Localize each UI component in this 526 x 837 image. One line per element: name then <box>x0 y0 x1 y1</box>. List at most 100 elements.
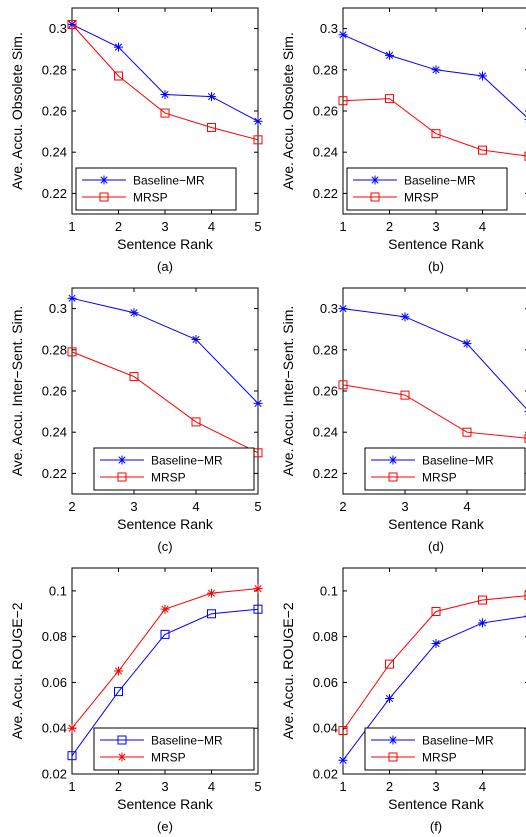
data-point <box>462 339 472 349</box>
legend-label: MRSP <box>151 751 186 765</box>
chart-panel-1: 1 2 3 4 5 0.22 0.24 0.26 0.28 0.3 Sentence Rank Ave… <box>9 7 263 274</box>
y-tick-label: 0.02 <box>42 767 67 782</box>
y-tick-label: 0.26 <box>313 104 338 119</box>
legend-label: Baseline−MR <box>151 734 223 748</box>
legend-entry: Baseline−MR <box>100 734 223 748</box>
series-2 <box>67 347 263 458</box>
series-2 <box>338 94 526 161</box>
data-point <box>67 723 77 733</box>
data-point <box>253 116 263 126</box>
legend-entry: Baseline−MR <box>371 454 494 468</box>
legend: Baseline−MR MRSP <box>75 167 237 211</box>
data-point <box>160 90 170 100</box>
data-point <box>253 604 263 614</box>
series-line <box>342 308 526 410</box>
y-tick-label: 0.1 <box>49 583 67 598</box>
data-point <box>253 398 263 408</box>
panel-caption: (a) <box>157 259 173 274</box>
data-point <box>129 372 139 382</box>
data-point <box>338 30 348 40</box>
data-point <box>400 312 410 322</box>
data-point <box>67 293 77 303</box>
y-tick-label: 0.3 <box>49 21 67 36</box>
x-tick-label: 2 <box>386 219 393 234</box>
data-point <box>338 726 348 736</box>
legend-label: MRSP <box>404 191 439 205</box>
data-point <box>160 629 170 639</box>
data-point <box>524 590 526 600</box>
y-tick-label: 0.1 <box>320 583 338 598</box>
data-point <box>385 50 394 60</box>
y-axis-label: Ave. Accu. ROUGE−2 <box>280 602 296 739</box>
y-tick-label: 0.08 <box>313 629 338 644</box>
data-point <box>114 666 123 676</box>
panel-caption: (c) <box>157 539 172 554</box>
data-point <box>114 42 123 52</box>
legend-box <box>364 727 526 771</box>
y-tick-label: 0.3 <box>49 301 67 316</box>
series-2 <box>338 380 526 443</box>
legend-marker <box>388 455 398 465</box>
legend-box <box>93 727 255 771</box>
series-line <box>342 34 526 118</box>
data-point <box>478 618 487 628</box>
series-1 <box>67 293 263 408</box>
legend-entry: Baseline−MR <box>82 174 205 188</box>
y-tick-label: 0.22 <box>42 186 67 201</box>
x-axis-label: Sentence Rank <box>388 236 485 252</box>
x-tick-label: 2 <box>115 219 122 234</box>
x-tick-label: 5 <box>254 779 261 794</box>
y-tick-label: 0.28 <box>313 342 338 357</box>
legend-marker <box>99 192 109 202</box>
legend-label: Baseline−MR <box>133 174 205 188</box>
y-axis-label: Ave. Accu. Obsolete Sim. <box>9 32 25 190</box>
series-line <box>342 595 526 731</box>
legend: Baseline−MR MRSP <box>364 447 526 491</box>
data-point <box>67 347 77 357</box>
legend: Baseline−MR MRSP <box>364 727 526 771</box>
series-line <box>342 98 526 157</box>
legend-label: Baseline−MR <box>404 174 476 188</box>
y-tick-label: 0.02 <box>313 767 338 782</box>
panel-caption: (f) <box>430 819 442 834</box>
series-line <box>71 608 259 756</box>
legend-label: MRSP <box>422 751 457 765</box>
data-point <box>478 595 487 605</box>
data-point <box>67 19 77 29</box>
legend-marker <box>99 175 109 185</box>
x-tick-label: 2 <box>68 499 75 514</box>
x-axis-label: Sentence Rank <box>388 516 485 532</box>
legend: Baseline−MR MRSP <box>93 727 255 771</box>
data-point <box>338 304 348 314</box>
data-point <box>253 584 263 594</box>
legend: Baseline−MR MRSP <box>346 167 508 211</box>
legend-entry: Baseline−MR <box>371 734 494 748</box>
series-line <box>71 24 259 141</box>
x-tick-label: 3 <box>161 779 168 794</box>
legend-label: MRSP <box>151 471 186 485</box>
legend-entry: MRSP <box>82 191 168 205</box>
data-point <box>385 94 394 104</box>
series-line <box>71 24 259 122</box>
x-axis-label: Sentence Rank <box>388 796 485 812</box>
data-point <box>385 693 394 703</box>
legend-box <box>364 447 526 491</box>
data-point <box>431 65 441 75</box>
x-tick-label: 2 <box>115 779 122 794</box>
y-tick-label: 0.04 <box>313 721 338 736</box>
y-tick-label: 0.06 <box>42 675 67 690</box>
legend-marker <box>388 752 398 762</box>
data-point <box>431 606 441 616</box>
legend-label: MRSP <box>422 471 457 485</box>
legend-box <box>346 167 508 211</box>
y-tick-label: 0.26 <box>42 384 67 399</box>
series-2 <box>67 19 263 145</box>
data-point <box>160 604 170 614</box>
legend-entry: Baseline−MR <box>353 174 476 188</box>
x-tick-label: 4 <box>479 219 486 234</box>
y-tick-label: 0.24 <box>42 425 67 440</box>
x-tick-label: 1 <box>68 779 75 794</box>
y-tick-label: 0.04 <box>42 721 67 736</box>
